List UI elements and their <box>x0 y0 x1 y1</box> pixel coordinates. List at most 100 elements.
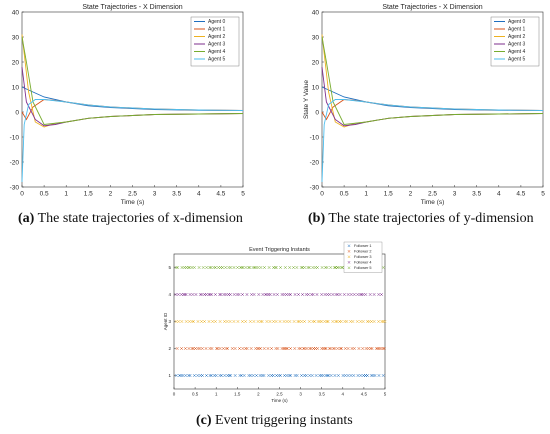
event-marker <box>232 319 236 324</box>
event-marker <box>337 265 341 270</box>
event-marker <box>204 292 208 297</box>
event-marker <box>176 265 180 270</box>
event-marker <box>285 319 289 324</box>
event-marker <box>307 265 311 270</box>
x-tick-label: 0.5 <box>192 392 199 397</box>
event-marker <box>299 373 304 378</box>
event-marker <box>346 292 350 297</box>
y-tick-label: 4 <box>168 292 171 297</box>
event-marker <box>336 292 340 297</box>
event-marker <box>288 319 292 324</box>
x-tick-label: 1.5 <box>234 392 241 397</box>
event-marker <box>207 292 211 297</box>
event-marker <box>194 292 198 297</box>
event-marker <box>249 346 253 351</box>
event-marker <box>325 292 329 297</box>
caption-b: (b) The state trajectories of y-dimensio… <box>308 211 534 227</box>
legend-entry: Agent 0 <box>208 19 225 25</box>
event-marker <box>224 292 228 297</box>
legend-entry: Agent 1 <box>508 27 525 33</box>
event-marker <box>285 346 290 351</box>
event-marker <box>366 346 370 351</box>
event-marker <box>247 265 251 270</box>
event-marker <box>339 265 343 270</box>
event-marker <box>300 292 305 297</box>
event-marker <box>311 292 315 297</box>
legend-entry: Follower 2 <box>354 250 372 254</box>
event-marker <box>256 319 260 324</box>
legend-entry: Agent 4 <box>508 49 525 55</box>
event-marker <box>324 373 328 378</box>
event-marker <box>365 373 370 378</box>
event-marker <box>192 265 196 270</box>
event-marker <box>310 373 314 378</box>
chart-c: Event Triggering Instants Time (s) Agent I… <box>163 241 387 403</box>
x-tick-label: 4.5 <box>361 392 368 397</box>
legend-swatch <box>347 249 351 253</box>
event-marker <box>283 265 287 270</box>
event-marker <box>180 265 184 270</box>
event-marker <box>299 265 303 270</box>
event-marker <box>266 346 270 351</box>
event-marker <box>250 292 254 297</box>
event-marker <box>244 265 248 270</box>
event-marker <box>377 292 381 297</box>
caption-a-text: The state trajectories of x-dimension <box>37 211 243 226</box>
event-marker <box>315 265 320 270</box>
x-tick-label: 5 <box>541 191 545 198</box>
event-marker <box>193 346 198 351</box>
event-marker <box>320 292 324 297</box>
x-tick-label: 3 <box>299 392 302 397</box>
legend-swatch <box>347 260 351 264</box>
event-marker <box>357 346 361 351</box>
event-marker <box>251 265 255 270</box>
event-marker <box>331 346 335 351</box>
event-marker <box>381 346 385 351</box>
event-marker <box>276 346 280 351</box>
event-marker <box>271 373 275 378</box>
event-marker <box>262 265 267 270</box>
legend-entry: Agent 3 <box>508 42 525 48</box>
event-marker <box>191 292 195 297</box>
caption-c-text: Event triggering instants <box>215 413 353 428</box>
legend-swatch <box>347 244 351 248</box>
event-marker <box>174 319 178 324</box>
y-tick-label: 5 <box>168 265 171 270</box>
x-tick-label: 2.5 <box>128 191 137 198</box>
event-marker <box>283 346 287 351</box>
event-marker <box>325 319 329 324</box>
series-events-follower-4 <box>174 292 384 297</box>
event-marker <box>346 373 350 378</box>
event-marker <box>200 346 204 351</box>
event-marker <box>301 346 306 351</box>
event-marker <box>336 346 340 351</box>
event-marker <box>292 319 296 324</box>
legend-swatch <box>347 266 351 270</box>
event-marker <box>188 373 192 378</box>
event-marker <box>306 265 310 270</box>
event-marker <box>282 373 287 378</box>
x-tick-label: 4 <box>497 191 501 198</box>
event-marker <box>245 346 249 351</box>
event-marker <box>259 265 263 270</box>
event-marker <box>295 265 299 270</box>
event-marker <box>327 346 331 351</box>
event-marker <box>188 265 192 270</box>
event-marker <box>349 292 353 297</box>
event-marker <box>372 319 376 324</box>
legend-entry: Agent 0 <box>508 19 525 25</box>
event-marker <box>192 373 197 378</box>
event-marker <box>252 319 256 324</box>
event-marker <box>262 373 266 378</box>
event-marker <box>328 292 332 297</box>
event-marker <box>202 319 207 324</box>
y-tick-label: 20 <box>12 59 20 66</box>
event-marker <box>228 292 232 297</box>
y-tick-label: 30 <box>12 34 20 41</box>
event-marker <box>343 373 347 378</box>
event-marker <box>272 292 276 297</box>
event-marker <box>240 265 244 270</box>
